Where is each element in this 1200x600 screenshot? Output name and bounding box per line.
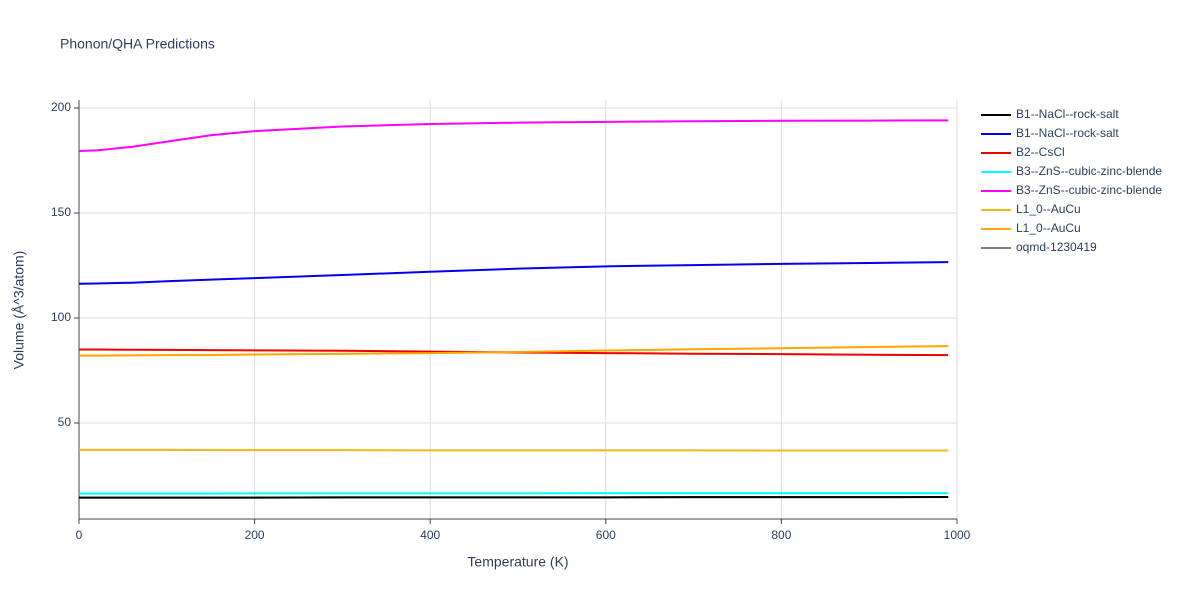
x-tick-label: 200 bbox=[245, 528, 265, 542]
legend-label: L1_0--AuCu bbox=[1016, 202, 1081, 216]
x-tick-label: 400 bbox=[420, 528, 440, 542]
y-tick-label: 100 bbox=[51, 310, 71, 324]
series-line bbox=[79, 495, 949, 499]
x-tick-label: 1000 bbox=[944, 528, 971, 542]
legend-label: B1--NaCl--rock-salt bbox=[1016, 126, 1119, 140]
legend-label: B3--ZnS--cubic-zinc-blende bbox=[1016, 183, 1162, 197]
legend-label: L1_0--AuCu bbox=[1016, 221, 1081, 235]
series-line bbox=[79, 348, 949, 357]
x-axis-label: Temperature (K) bbox=[467, 554, 568, 570]
legend-label: B2--CsCl bbox=[1016, 145, 1065, 159]
y-tick-label: 150 bbox=[51, 205, 71, 219]
legend-label: B1--NaCl--rock-salt bbox=[1016, 107, 1119, 121]
chart-title: Phonon/QHA Predictions bbox=[60, 36, 215, 52]
series-line bbox=[78, 119, 949, 153]
y-tick-label: 200 bbox=[51, 100, 71, 114]
y-axis-label: Volume (Å^3/atom) bbox=[11, 251, 27, 370]
x-tick-label: 800 bbox=[771, 528, 791, 542]
x-tick-label: 600 bbox=[596, 528, 616, 542]
series-line bbox=[78, 261, 949, 285]
series-line bbox=[79, 345, 949, 357]
x-tick-label: 0 bbox=[76, 528, 83, 542]
series-line bbox=[79, 448, 949, 452]
legend-label: oqmd-1230419 bbox=[1016, 240, 1097, 254]
y-tick-label: 50 bbox=[58, 415, 72, 429]
legend-label: B3--ZnS--cubic-zinc-blende bbox=[1016, 164, 1162, 178]
